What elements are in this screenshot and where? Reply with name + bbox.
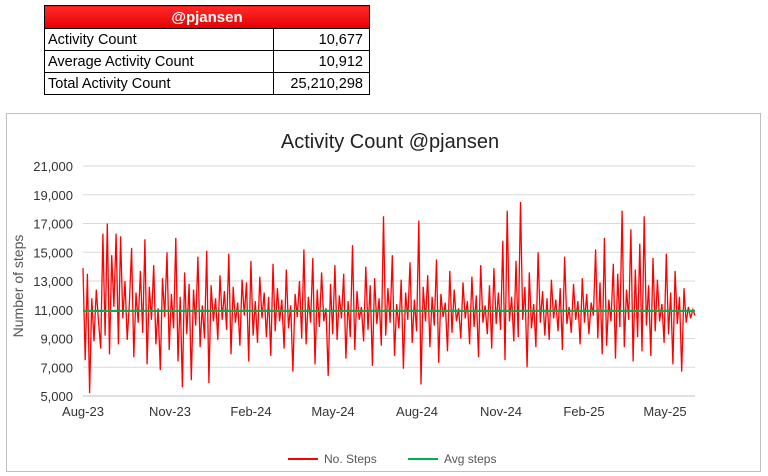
summary-header: @pjansen — [44, 5, 370, 29]
legend-label-avg-steps: Avg steps — [444, 452, 496, 466]
row-value: 25,210,298 — [273, 72, 370, 95]
x-tick-labels: Aug-23 Nov-23 Feb-24 May-24 Aug-24 Nov-24 Feb-… — [62, 404, 687, 419]
table-row: Average Activity Count 10,912 — [44, 50, 370, 73]
activity-chart: Activity Count @pjansen Number of steps … — [10, 131, 696, 466]
x-tick-label: Feb-25 — [563, 404, 604, 419]
x-tick-label: May-25 — [643, 404, 686, 419]
series-line-no-steps — [82, 201, 696, 394]
legend-label-no-steps: No. Steps — [324, 452, 377, 466]
row-label: Average Activity Count — [44, 50, 274, 73]
y-tick-label: 9,000 — [40, 332, 73, 347]
x-tick-label: Nov-24 — [480, 404, 522, 419]
summary-table: @pjansen Activity Count 10,677 Average A… — [44, 5, 370, 95]
x-tick-label: May-24 — [311, 404, 354, 419]
table-row: Activity Count 10,677 — [44, 28, 370, 51]
x-tick-label: Aug-24 — [396, 404, 438, 419]
y-tick-labels: 5,000 7,000 9,000 11,000 13,000 15,000 17,000 1… — [33, 159, 73, 404]
legend: No. Steps Avg steps — [288, 452, 496, 466]
y-tick-label: 13,000 — [33, 274, 73, 289]
y-tick-label: 19,000 — [33, 188, 73, 203]
table-row: Total Activity Count 25,210,298 — [44, 72, 370, 95]
row-value: 10,677 — [273, 28, 370, 51]
row-label: Total Activity Count — [44, 72, 274, 95]
y-tick-label: 17,000 — [33, 217, 73, 232]
y-tick-label: 7,000 — [40, 360, 73, 375]
row-value: 10,912 — [273, 50, 370, 73]
x-tick-label: Feb-24 — [230, 404, 271, 419]
summary-header-row: @pjansen — [44, 5, 370, 29]
y-tick-label: 15,000 — [33, 245, 73, 260]
chart-title: Activity Count @pjansen — [281, 131, 499, 153]
x-tick-label: Aug-23 — [62, 404, 104, 419]
chart-frame: Activity Count @pjansen Number of steps … — [6, 113, 761, 472]
y-tick-label: 11,000 — [34, 303, 73, 318]
x-tick-label: Nov-23 — [149, 404, 191, 419]
y-tick-label: 5,000 — [40, 389, 73, 404]
y-axis-label: Number of steps — [10, 235, 26, 338]
row-label: Activity Count — [44, 28, 274, 51]
y-tick-label: 21,000 — [33, 159, 73, 174]
